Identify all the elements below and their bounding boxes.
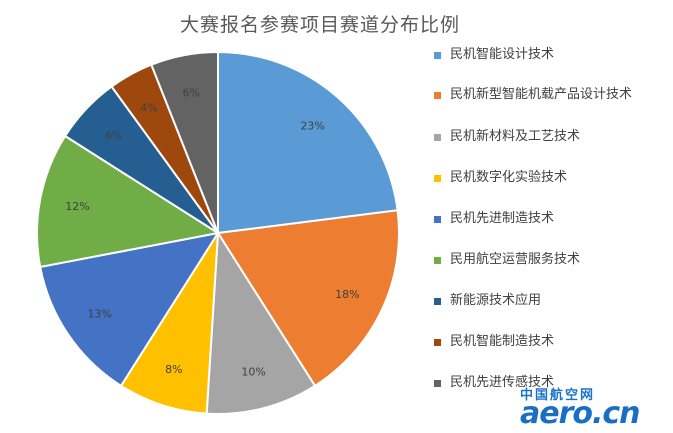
legend-swatch-6: [434, 298, 441, 305]
pie-slice-4: [39, 231, 221, 388]
slice-label-0: 23%: [300, 120, 324, 133]
legend-label-2: 民机新材料及工艺技术: [450, 129, 581, 144]
legend-swatch-4: [434, 216, 441, 223]
legend-item-2: 民机新材料及工艺技术: [434, 128, 666, 145]
pie-slice-1: [216, 209, 400, 388]
legend-label-3: 民机数字化实验技术: [450, 170, 568, 185]
legend-swatch-3: [434, 175, 441, 182]
legend-label-0: 民机智能设计技术: [450, 47, 555, 62]
legend-swatch-7: [434, 339, 441, 346]
legend-item-0: 民机智能设计技术: [434, 46, 666, 63]
pie-slice-5: [36, 134, 221, 269]
legend-item-7: 民机智能制造技术: [434, 333, 666, 350]
legend-label-4: 民机先进制造技术: [450, 211, 555, 226]
chart-title: 大赛报名参赛项目赛道分布比例: [179, 14, 460, 36]
legend-swatch-2: [434, 134, 441, 141]
legend-label-7: 民机智能制造技术: [450, 334, 555, 349]
pie-slice-3: [119, 232, 219, 415]
slice-label-5: 12%: [65, 200, 89, 213]
legend-item-6: 新能源技术应用: [434, 292, 666, 309]
legend-swatch-1: [434, 92, 441, 99]
watermark-cn-text: 中国航空网: [520, 388, 596, 403]
slice-label-2: 10%: [241, 366, 265, 379]
watermark-en-text: aero.cn: [520, 396, 641, 431]
pie-slice-2: [205, 229, 317, 415]
pie-slice-8: [150, 50, 219, 234]
slice-label-4: 13%: [87, 307, 111, 320]
legend-swatch-0: [434, 52, 441, 59]
slice-label-8: 6%: [182, 87, 199, 100]
legend-swatch-5: [434, 257, 441, 264]
pie-slice-0: [217, 50, 399, 235]
slice-label-3: 8%: [165, 363, 182, 376]
legend-item-4: 民机先进制造技术: [434, 210, 666, 227]
pie-slices: [36, 50, 400, 415]
legend-item-8: 民机先进传感技术: [434, 374, 666, 391]
pie-slice-labels: 23% 18% 10% 8% 13% 12% 6% 4% 6%: [65, 87, 359, 379]
legend-label-6: 新能源技术应用: [450, 293, 542, 308]
slice-label-1: 18%: [335, 288, 359, 301]
legend-label-5: 民用航空运营服务技术: [450, 252, 581, 267]
legend-label-1: 民机新型智能机载产品设计技术: [450, 87, 633, 102]
legend-item-5: 民用航空运营服务技术: [434, 251, 666, 268]
watermark-logo: 中国航空网 aero.cn: [520, 384, 670, 431]
legend-item-1: 民机新型智能机载产品设计技术: [434, 86, 666, 103]
slice-label-6: 6%: [105, 129, 122, 142]
legend-swatch-8: [434, 380, 441, 387]
legend-item-3: 民机数字化实验技术: [434, 169, 666, 186]
slice-label-7: 4%: [140, 102, 157, 115]
legend-label-8: 民机先进传感技术: [450, 375, 555, 390]
